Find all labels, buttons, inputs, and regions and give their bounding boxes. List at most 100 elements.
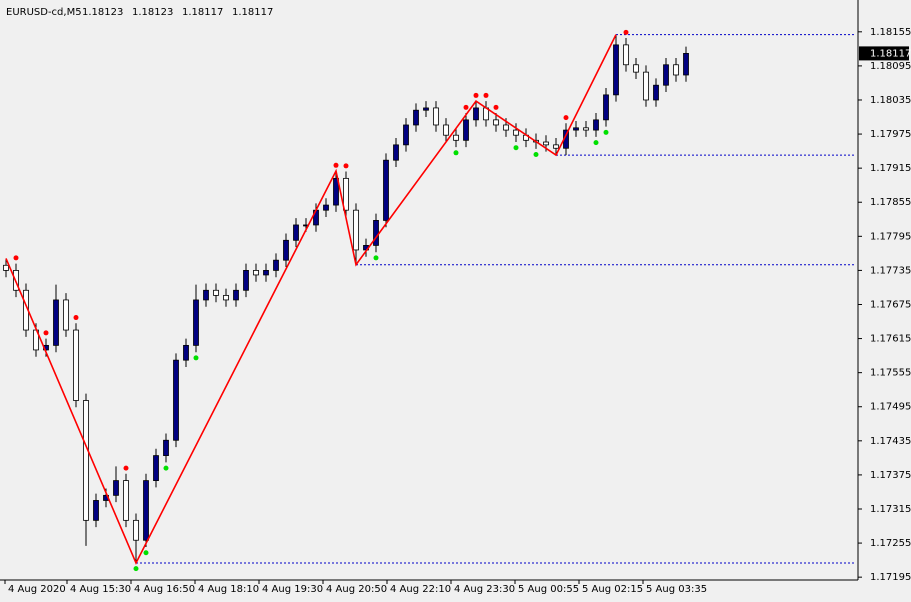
up-dots [13, 255, 19, 261]
x-tick-label: 4 Aug 2020 [8, 584, 66, 595]
candle-body [603, 94, 609, 121]
y-tick-label: 1.17675 [870, 299, 911, 310]
candle-body [423, 107, 429, 111]
candle-body [53, 299, 59, 346]
x-tick-label: 4 Aug 18:10 [198, 584, 259, 595]
y-tick-label: 1.17735 [870, 265, 911, 276]
up-dots [123, 465, 129, 471]
candle-body [503, 124, 509, 131]
candle-body [343, 177, 349, 211]
candle-body [393, 144, 399, 161]
candle-body [633, 64, 639, 73]
candle-body [223, 294, 229, 301]
y-tick-label: 1.17255 [870, 538, 911, 549]
x-tick-label: 4 Aug 15:30 [70, 584, 131, 595]
candle-body [73, 329, 79, 401]
candle-body [583, 127, 589, 131]
candle-body [193, 299, 199, 346]
candle-body [433, 107, 439, 126]
candle-body [623, 44, 629, 66]
zigzag [5, 34, 617, 565]
x-tick-label: 4 Aug 16:50 [134, 584, 195, 595]
header-price: 1.18117 [182, 7, 223, 18]
candle-body [183, 344, 189, 361]
candle-body [403, 124, 409, 146]
candle-body [543, 141, 549, 146]
down-dots [513, 145, 519, 151]
down-dots [593, 140, 599, 146]
candle-body [553, 144, 559, 149]
y-tick-label: 1.18155 [870, 27, 911, 38]
up-dots [333, 162, 339, 168]
y-tick-label: 1.17315 [870, 504, 911, 515]
candle-body [643, 71, 649, 101]
up-dots [73, 315, 79, 321]
candle-body [163, 439, 169, 456]
y-tick-label: 1.17495 [870, 402, 911, 413]
candle-body [153, 455, 159, 481]
candle-body [3, 264, 9, 271]
up-dots [483, 92, 489, 98]
x-tick-label: 5 Aug 02:15 [582, 584, 643, 595]
symbol: EURUSD-cd,M5 [6, 7, 82, 18]
candle-body [473, 107, 479, 121]
candle-body [683, 52, 689, 76]
candle-body [413, 109, 419, 126]
y-tick-label: 1.18035 [870, 95, 911, 106]
down-dots [373, 255, 379, 261]
candle-body [173, 359, 179, 441]
x-tick-label: 4 Aug 19:30 [262, 584, 323, 595]
candle-body [663, 64, 669, 86]
down-dots [533, 152, 539, 158]
up-dots [493, 104, 499, 110]
y-tick-label: 1.17975 [870, 129, 911, 140]
x-tick-label: 5 Aug 00:55 [518, 584, 579, 595]
candle-body [673, 64, 679, 76]
last-price-box [859, 46, 909, 61]
y-tick-label: 1.17555 [870, 368, 911, 379]
candle-body [613, 44, 619, 96]
down-dots [453, 150, 459, 156]
candle-body [263, 270, 269, 276]
y-tick-label: 1.17795 [870, 231, 911, 242]
down-dots [133, 566, 139, 572]
candle-body [293, 224, 299, 241]
candle-body [443, 124, 449, 136]
up-dots [623, 29, 629, 35]
candle-body [143, 480, 149, 541]
candle-body [323, 204, 329, 211]
candle-body [133, 519, 139, 541]
candle-body [453, 134, 459, 141]
up-dots [473, 92, 479, 98]
candle-body [573, 127, 579, 131]
x-tick-label: 5 Aug 03:35 [646, 584, 707, 595]
candle-body [593, 119, 599, 131]
candle-body [653, 84, 659, 101]
down-dots [193, 355, 199, 361]
down-dots [603, 129, 609, 135]
y-tick-label: 1.17435 [870, 436, 911, 447]
candle-body [513, 129, 519, 136]
y-tick-label: 1.17615 [870, 334, 911, 345]
candle-body [203, 289, 209, 301]
candle-body [83, 400, 89, 521]
candle-body [243, 270, 249, 291]
candle-body [373, 220, 379, 246]
up-dots [563, 115, 569, 121]
candle-body [63, 299, 69, 331]
candle-body [93, 500, 99, 521]
down-dots [143, 550, 149, 556]
up-dots [463, 104, 469, 110]
candle-body [273, 259, 279, 271]
header-price: 1.18117 [232, 7, 273, 18]
y-tick-label: 1.17375 [870, 470, 911, 481]
up-dots [43, 330, 49, 336]
candle-body [333, 177, 339, 206]
up-dots [343, 163, 349, 169]
candle-body [383, 159, 389, 221]
y-tick-label: 1.17855 [870, 197, 911, 208]
header: EURUSD-cd,M5 1.18123 1.18123 1.18117 1.18117 [6, 7, 273, 18]
header-price: 1.18123 [82, 7, 123, 18]
